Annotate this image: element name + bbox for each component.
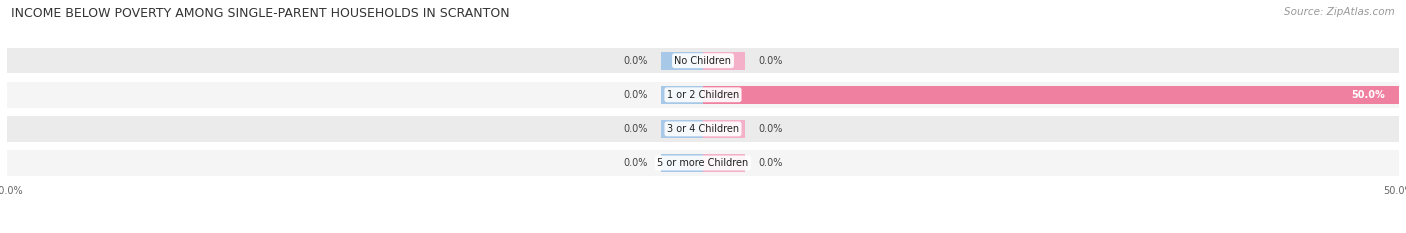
- Bar: [7, 116, 1399, 142]
- Text: 0.0%: 0.0%: [623, 56, 647, 66]
- Bar: [661, 52, 703, 70]
- Bar: [703, 154, 745, 172]
- Text: 0.0%: 0.0%: [759, 158, 783, 168]
- Text: 0.0%: 0.0%: [623, 124, 647, 134]
- Bar: [661, 86, 703, 104]
- Bar: [7, 150, 1399, 176]
- Bar: [661, 120, 703, 138]
- Bar: [7, 48, 1399, 73]
- Text: 3 or 4 Children: 3 or 4 Children: [666, 124, 740, 134]
- Text: 0.0%: 0.0%: [759, 56, 783, 66]
- Text: 0.0%: 0.0%: [759, 124, 783, 134]
- Text: 0.0%: 0.0%: [623, 90, 647, 100]
- Bar: [7, 82, 1399, 108]
- Text: No Children: No Children: [675, 56, 731, 66]
- Text: INCOME BELOW POVERTY AMONG SINGLE-PARENT HOUSEHOLDS IN SCRANTON: INCOME BELOW POVERTY AMONG SINGLE-PARENT…: [11, 7, 510, 20]
- Bar: [661, 154, 703, 172]
- Bar: [703, 120, 745, 138]
- Bar: [703, 86, 1399, 104]
- Text: Source: ZipAtlas.com: Source: ZipAtlas.com: [1284, 7, 1395, 17]
- Text: 0.0%: 0.0%: [623, 158, 647, 168]
- Text: 50.0%: 50.0%: [1351, 90, 1385, 100]
- Text: 1 or 2 Children: 1 or 2 Children: [666, 90, 740, 100]
- Text: 5 or more Children: 5 or more Children: [658, 158, 748, 168]
- Bar: [703, 52, 745, 70]
